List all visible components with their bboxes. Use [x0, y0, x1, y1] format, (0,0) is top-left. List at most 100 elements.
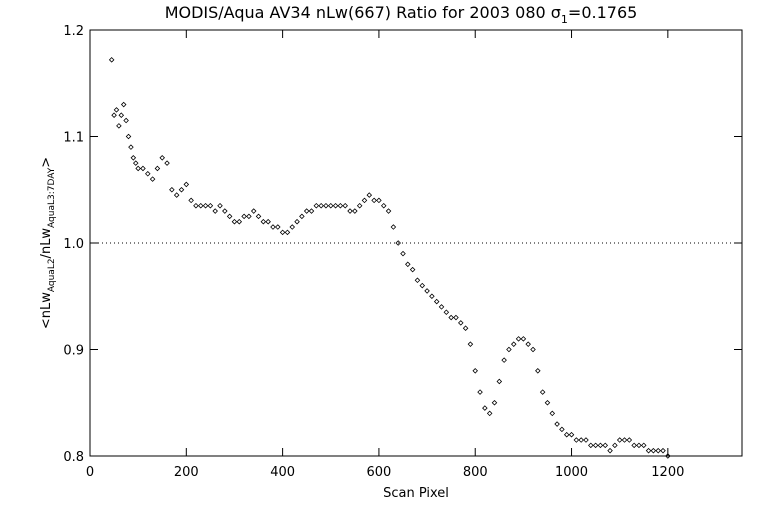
chart-title: MODIS/Aqua AV34 nLw(667) Ratio for 2003 … [165, 3, 638, 26]
data-points [108, 57, 671, 459]
data-point [193, 202, 199, 209]
x-tick-label: 0 [86, 465, 94, 480]
y-tick-label: 1.1 [63, 131, 84, 146]
data-point [525, 341, 531, 347]
data-point [226, 213, 233, 220]
data-point [183, 181, 190, 188]
data-point [563, 431, 570, 438]
data-point [323, 202, 329, 209]
data-point [265, 218, 271, 225]
data-point [414, 277, 421, 284]
data-point [212, 208, 218, 214]
data-point [535, 368, 541, 374]
data-point [602, 442, 609, 449]
data-point [366, 192, 373, 198]
data-point [236, 218, 243, 225]
data-point [400, 250, 406, 257]
data-point [549, 410, 556, 417]
data-point [583, 437, 589, 443]
x-axis-label: Scan Pixel [383, 486, 449, 501]
data-point [405, 261, 411, 268]
y-tick-label: 0.8 [63, 450, 84, 465]
x-tick-label: 1200 [651, 465, 684, 480]
data-point [318, 202, 324, 209]
data-point [255, 213, 262, 220]
y-tick-label: 0.9 [63, 344, 84, 359]
data-point [385, 208, 392, 214]
ylabel-close: > [39, 157, 54, 168]
data-point [207, 202, 214, 209]
data-point [173, 192, 180, 198]
title-main: MODIS/Aqua AV34 nLw(667) Ratio for 2003 … [165, 3, 551, 22]
data-point [592, 442, 599, 449]
data-point [621, 437, 628, 443]
data-point [636, 442, 642, 449]
data-point [660, 447, 666, 454]
data-point [313, 202, 320, 209]
data-point [159, 155, 165, 161]
data-point [496, 378, 503, 385]
y-axis: 0.8 0.9 1.0 1.1 1.2 [63, 24, 742, 465]
data-point [438, 304, 445, 310]
data-point [279, 229, 286, 236]
data-point [149, 176, 156, 182]
data-point [303, 208, 310, 214]
data-point [539, 389, 546, 395]
data-point [342, 202, 348, 209]
data-point [612, 442, 618, 449]
data-point [376, 197, 382, 204]
data-point [347, 208, 353, 214]
x-tick-label: 400 [270, 465, 295, 480]
data-point [631, 442, 637, 449]
data-point [328, 202, 334, 209]
data-point [125, 133, 132, 140]
data-point [308, 208, 315, 214]
data-point [390, 224, 397, 230]
data-point [559, 426, 565, 433]
data-point [665, 453, 671, 459]
ylabel-nlw1: nLw [39, 292, 54, 318]
ylabel-nlw2: nLw [39, 228, 54, 254]
data-point [453, 314, 459, 321]
data-point [530, 346, 536, 353]
x-tick-label: 800 [463, 465, 488, 480]
y-tick-label: 1.0 [63, 237, 84, 252]
data-point [510, 341, 517, 347]
data-point [135, 165, 141, 172]
data-point [544, 399, 551, 406]
data-point [626, 437, 633, 443]
data-point [578, 437, 584, 443]
data-point [588, 442, 594, 449]
data-point [501, 357, 507, 363]
data-point [260, 218, 267, 225]
data-point [607, 447, 613, 454]
data-point [655, 447, 661, 454]
data-point [118, 112, 125, 118]
data-point [650, 447, 657, 454]
data-point [477, 389, 483, 395]
data-point [217, 202, 223, 209]
data-point [231, 218, 238, 225]
data-point [568, 431, 575, 438]
data-point [429, 293, 435, 300]
data-point [361, 197, 368, 204]
data-point [641, 442, 647, 449]
data-point [424, 288, 430, 294]
ylabel-open: < [39, 318, 54, 329]
data-point [140, 165, 146, 172]
ylabel-slash: / [39, 253, 54, 258]
data-point [123, 117, 129, 124]
data-point [443, 309, 450, 315]
data-point [645, 447, 652, 454]
data-point [284, 229, 291, 236]
data-point [491, 399, 498, 406]
data-point [113, 107, 120, 113]
data-point [294, 218, 300, 225]
data-point [197, 202, 204, 209]
plot-frame [89, 29, 743, 457]
data-point [154, 165, 161, 172]
data-point [462, 325, 469, 331]
data-point [597, 442, 604, 449]
data-point [108, 57, 115, 63]
